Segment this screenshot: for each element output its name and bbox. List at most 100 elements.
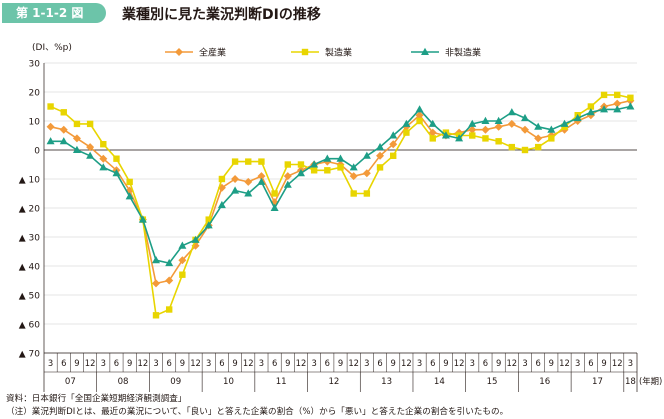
data-point bbox=[376, 164, 384, 171]
x-tick-label: 6 bbox=[483, 358, 488, 368]
year-label: 16 bbox=[539, 377, 550, 387]
line-chart: 全産業 製造業 非製造業 30 20 10 0 ▲ 10 ▲ 20 ▲ 30 ▲ 40 ▲ 50 ▲ … bbox=[19, 43, 663, 392]
data-point bbox=[600, 105, 609, 113]
data-point bbox=[46, 122, 55, 131]
x-tick-label: 3 bbox=[153, 358, 158, 368]
data-point bbox=[72, 145, 81, 153]
data-point bbox=[429, 135, 436, 142]
data-point bbox=[152, 279, 161, 288]
data-point bbox=[191, 235, 200, 243]
y-tick-label: ▲ 30 bbox=[19, 234, 41, 244]
legend-marker bbox=[421, 47, 429, 55]
x-tick-label: 12 bbox=[243, 358, 254, 368]
data-point bbox=[152, 256, 161, 264]
legend-item: 非製造業 bbox=[411, 47, 481, 59]
x-tick-label: 9 bbox=[285, 358, 290, 368]
year-label: 18 bbox=[625, 377, 636, 387]
x-tick-label: 3 bbox=[259, 358, 264, 368]
data-point bbox=[59, 137, 68, 145]
data-point bbox=[47, 103, 54, 110]
x-tick-label: 12 bbox=[454, 358, 465, 368]
x-tick-label: 12 bbox=[85, 358, 96, 368]
x-tick-label: 9 bbox=[127, 358, 132, 368]
chart-legend: 全産業 製造業 非製造業 bbox=[165, 47, 481, 59]
x-tick-label: 3 bbox=[522, 358, 527, 368]
chart-series bbox=[46, 91, 635, 319]
data-point bbox=[59, 125, 68, 134]
data-point bbox=[627, 94, 634, 101]
x-tick-label: 12 bbox=[190, 358, 201, 368]
data-point bbox=[218, 175, 226, 183]
data-point bbox=[520, 125, 529, 134]
x-tick-label: 12 bbox=[348, 358, 359, 368]
legend-label: 非製造業 bbox=[445, 47, 481, 59]
definition-note: （注）業況判断DIとは、最近の業況について、「良い」と答えた企業の割合（%）から… bbox=[6, 406, 509, 417]
y-tick-label: ▲ 70 bbox=[19, 350, 41, 360]
x-tick-label: 3 bbox=[206, 358, 211, 368]
data-point bbox=[521, 146, 529, 154]
data-point bbox=[495, 138, 502, 145]
data-point bbox=[323, 154, 332, 162]
x-tick-label: 12 bbox=[137, 358, 148, 368]
data-point bbox=[310, 167, 318, 174]
data-point bbox=[99, 154, 108, 163]
data-point bbox=[613, 99, 622, 108]
year-label: 08 bbox=[118, 377, 129, 387]
year-label: 07 bbox=[65, 377, 76, 387]
data-point bbox=[389, 140, 398, 149]
x-tick-label: 9 bbox=[549, 358, 554, 368]
data-point bbox=[441, 131, 450, 139]
year-label: 17 bbox=[592, 377, 603, 387]
figure-number-tag: 第 1-1-2 図 bbox=[2, 3, 106, 23]
data-point bbox=[363, 190, 371, 197]
data-point bbox=[507, 119, 516, 128]
year-label: 13 bbox=[381, 377, 392, 387]
x-tick-label: 3 bbox=[417, 358, 422, 368]
data-point bbox=[336, 154, 345, 162]
data-point bbox=[390, 152, 397, 159]
y-axis-label: (DI、%p) bbox=[32, 43, 72, 53]
x-tick-label: 3 bbox=[364, 358, 369, 368]
y-tick-label: 20 bbox=[29, 89, 41, 99]
data-point bbox=[626, 102, 635, 110]
y-tick-label: ▲ 20 bbox=[19, 205, 41, 215]
x-tick-label: 12 bbox=[401, 358, 412, 368]
data-point bbox=[231, 186, 240, 194]
data-point bbox=[402, 119, 411, 127]
data-point bbox=[231, 175, 240, 183]
data-point bbox=[481, 116, 490, 124]
data-point bbox=[468, 125, 477, 134]
y-tick-label: 0 bbox=[34, 147, 40, 157]
series-line bbox=[50, 105, 631, 264]
x-tick-label: 6 bbox=[430, 358, 435, 368]
data-point bbox=[270, 203, 279, 211]
series-1 bbox=[46, 96, 635, 288]
x-tick-label: 6 bbox=[167, 358, 172, 368]
source-note: 資料：日本銀行「全国企業短期経済観測調査」 bbox=[6, 394, 187, 404]
x-tick-label: 12 bbox=[506, 358, 517, 368]
x-tick-label: 6 bbox=[114, 358, 119, 368]
x-tick-label: 9 bbox=[496, 358, 501, 368]
year-label: 11 bbox=[276, 377, 287, 387]
data-point bbox=[481, 125, 490, 134]
x-tick-label: 9 bbox=[338, 358, 343, 368]
data-point bbox=[362, 151, 371, 159]
legend-item: 製造業 bbox=[291, 47, 352, 59]
y-tick-label: 10 bbox=[29, 118, 41, 128]
year-label: 10 bbox=[223, 377, 234, 387]
year-label: 14 bbox=[434, 377, 445, 387]
x-tick-label: 9 bbox=[180, 358, 185, 368]
x-tick-label: 3 bbox=[101, 358, 106, 368]
x-tick-label: 6 bbox=[272, 358, 277, 368]
data-point bbox=[99, 163, 108, 171]
data-point bbox=[204, 221, 213, 229]
data-point bbox=[283, 172, 292, 181]
chart-axis-labels: 30 20 10 0 ▲ 10 ▲ 20 ▲ 30 ▲ 40 ▲ 50 ▲ 60 ▲ 70 (DI、%… bbox=[19, 43, 663, 387]
data-point bbox=[520, 113, 529, 122]
data-point bbox=[244, 189, 253, 197]
data-point bbox=[205, 216, 212, 223]
data-point bbox=[86, 143, 95, 152]
data-point bbox=[573, 113, 582, 122]
data-point bbox=[600, 91, 608, 99]
data-point bbox=[86, 151, 95, 159]
